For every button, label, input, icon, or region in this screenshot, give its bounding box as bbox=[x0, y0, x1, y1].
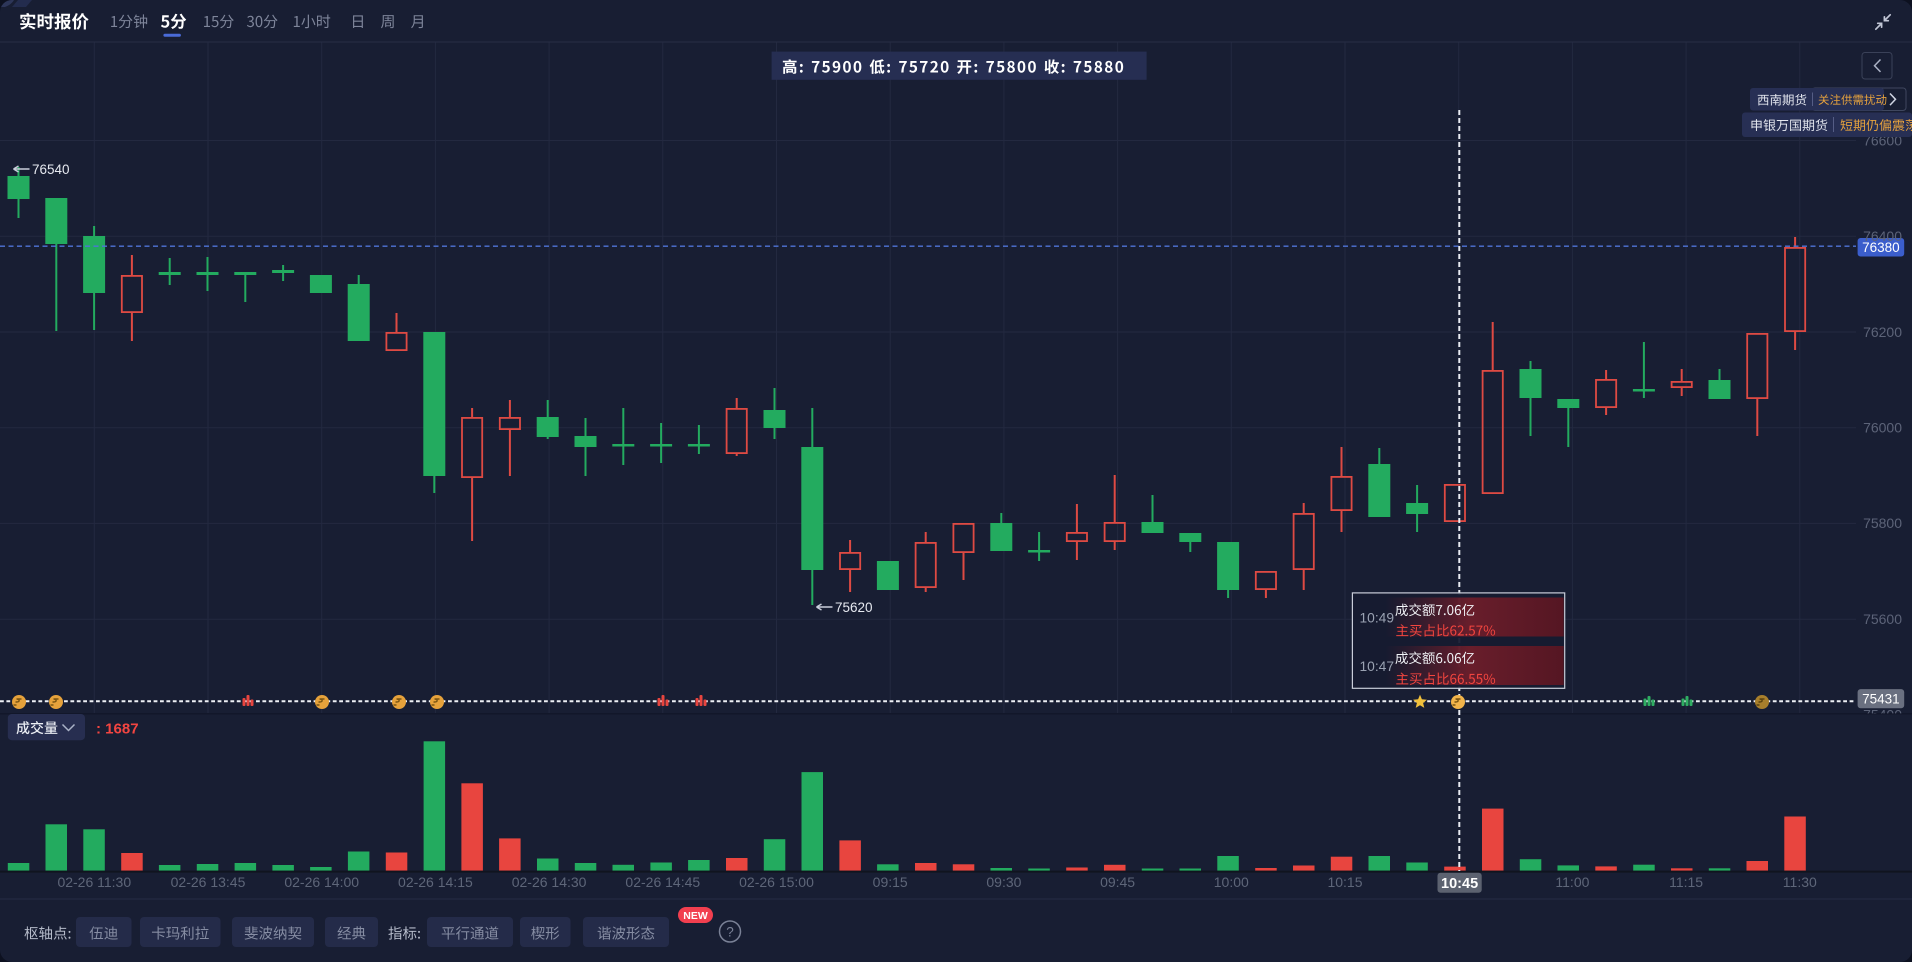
svg-text:75431: 75431 bbox=[1862, 692, 1900, 707]
svg-text:10:00: 10:00 bbox=[1214, 874, 1249, 890]
svg-text:02-26 14:45: 02-26 14:45 bbox=[625, 874, 700, 890]
svg-text:02-26 13:45: 02-26 13:45 bbox=[171, 874, 246, 890]
svg-text:76200: 76200 bbox=[1863, 324, 1902, 340]
svg-text:10:49: 10:49 bbox=[1360, 610, 1395, 625]
svg-text:02-26 11:30: 02-26 11:30 bbox=[57, 874, 131, 890]
svg-text:11:00: 11:00 bbox=[1555, 874, 1589, 890]
svg-text:09:45: 09:45 bbox=[1100, 874, 1135, 890]
svg-text:76540: 76540 bbox=[32, 162, 70, 177]
svg-text:NEW: NEW bbox=[683, 910, 708, 922]
svg-text:76380: 76380 bbox=[1862, 240, 1900, 255]
svg-text:09:30: 09:30 bbox=[986, 874, 1021, 890]
svg-text:76000: 76000 bbox=[1863, 420, 1902, 436]
svg-text:09:15: 09:15 bbox=[873, 874, 908, 890]
svg-text:75600: 75600 bbox=[1863, 611, 1902, 627]
svg-text:: 1687: : 1687 bbox=[96, 721, 139, 738]
svg-text:10:47: 10:47 bbox=[1360, 659, 1395, 674]
svg-text:75620: 75620 bbox=[835, 600, 873, 615]
svg-text:02-26 14:15: 02-26 14:15 bbox=[398, 874, 473, 890]
svg-text:76400: 76400 bbox=[1863, 228, 1902, 244]
svg-text:11:30: 11:30 bbox=[1783, 874, 1817, 890]
svg-text:11:15: 11:15 bbox=[1669, 874, 1703, 890]
svg-text:75400: 75400 bbox=[1863, 707, 1902, 723]
svg-text:?: ? bbox=[726, 925, 734, 940]
svg-text:02-26 14:00: 02-26 14:00 bbox=[284, 874, 359, 890]
svg-text:02-26 15:00: 02-26 15:00 bbox=[739, 874, 814, 890]
svg-text:10:15: 10:15 bbox=[1327, 874, 1362, 890]
svg-text:10:45: 10:45 bbox=[1441, 876, 1478, 892]
svg-text:75800: 75800 bbox=[1863, 515, 1902, 531]
svg-text:02-26 14:30: 02-26 14:30 bbox=[512, 874, 587, 890]
